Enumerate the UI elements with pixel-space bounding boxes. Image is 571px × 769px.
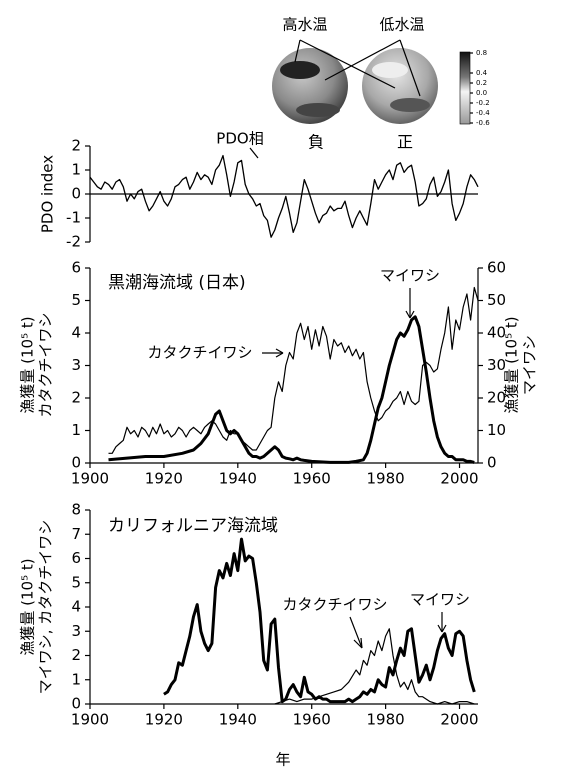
y-tick-label: 1 (71, 161, 81, 179)
globe-patch (390, 98, 430, 112)
x-tick-label: 1980 (367, 711, 405, 729)
series-label: マイワシ (380, 267, 440, 285)
y-tick-label: 0 (71, 454, 81, 472)
series-line (108, 315, 475, 464)
y2-tick-label: 40 (487, 324, 506, 342)
arrow (294, 39, 301, 63)
annotation-arrow (249, 147, 259, 159)
x-tick-label: 1980 (367, 470, 405, 488)
arrow (324, 39, 401, 81)
x-axis-label: 年 (275, 751, 290, 769)
y-tick-label: 4 (71, 598, 81, 616)
y-tick-label: 5 (71, 573, 81, 591)
y-tick-label: 0 (71, 695, 81, 713)
globe-patch (280, 61, 320, 79)
globe-patch (296, 103, 340, 117)
y-axis-label: 漁獲量 (10⁵ t) (503, 316, 521, 413)
colorbar-tick-label: -0.4 (476, 109, 490, 117)
y2-tick-label: 50 (487, 291, 506, 309)
y-tick-label: 3 (71, 356, 81, 374)
colorbar-tick-label: -0.2 (476, 99, 490, 107)
y-tick-label: 1 (71, 670, 81, 688)
annotation-arrow (353, 639, 363, 649)
y-axis-label: カタクチイワシ (37, 312, 55, 417)
annotation-arrow (275, 348, 284, 354)
series-label: カタクチイワシ (282, 596, 387, 614)
inset: 高水温 低水温 負 正 (272, 16, 471, 152)
y-tick-label: 4 (71, 324, 81, 342)
series-line (108, 286, 479, 454)
y-tick-label: 0 (71, 185, 81, 203)
y-tick-label: 7 (71, 525, 81, 543)
y-axis-label: マイワシ, カタクチイワシ (37, 520, 55, 695)
annotation-arrow (409, 310, 415, 319)
annotation-arrow (349, 616, 363, 649)
y-tick-label: 6 (71, 549, 81, 567)
series-line (89, 154, 479, 238)
x-tick-label: 2000 (440, 711, 478, 729)
series-line (163, 537, 476, 704)
series-label: マイワシ (410, 591, 470, 609)
y-tick-label: 2 (71, 389, 81, 407)
y-tick-label: -2 (66, 233, 81, 251)
colorbar-tick-label: 0.0 (476, 89, 487, 97)
series-label: カタクチイワシ (147, 344, 252, 362)
x-tick-label: 2000 (440, 470, 478, 488)
colorbar-tick-label: 0.2 (476, 79, 487, 87)
y-axis-label: マイワシ (521, 335, 539, 395)
y-tick-label: 2 (71, 137, 81, 155)
y2-tick-label: 30 (487, 356, 506, 374)
x-tick-label: 1900 (71, 711, 109, 729)
y-tick-label: 1 (71, 421, 81, 439)
y-tick-label: 8 (71, 501, 81, 519)
arrow (299, 39, 396, 89)
y-axis-label: 漁獲量 (10⁵ t) (19, 558, 37, 655)
y-axis-label: 漁獲量 (10⁵ t) (19, 316, 37, 413)
x-tick-label: 1960 (293, 470, 331, 488)
y2-tick-label: 20 (487, 389, 506, 407)
x-tick-label: 1900 (71, 470, 109, 488)
y-tick-label: -1 (66, 209, 81, 227)
panel-title: 黒潮海流域 (日本) (108, 273, 246, 293)
arrow (399, 39, 421, 97)
colorbar-tick-label: -0.6 (476, 119, 490, 127)
panel-title: カリフォルニア海流域 (108, 516, 278, 536)
x-tick-label: 1960 (293, 711, 331, 729)
x-tick-label: 1940 (219, 470, 257, 488)
x-tick-label: 1920 (145, 711, 183, 729)
annotation-arrow (405, 310, 411, 319)
warm-label: 高水温 (282, 16, 327, 34)
globe-positive (362, 48, 438, 124)
negative-label: 負 (308, 133, 324, 152)
colorbar-tick-label: 0.8 (476, 49, 487, 57)
colorbar (459, 51, 471, 125)
y2-tick-label: 0 (487, 454, 497, 472)
x-tick-label: 1920 (145, 470, 183, 488)
y2-tick-label: 10 (487, 421, 506, 439)
annotation-arrow (441, 624, 447, 633)
y-tick-label: 6 (71, 259, 81, 277)
series-line (274, 628, 475, 705)
cold-label: 低水温 (379, 16, 424, 34)
y-tick-label: 2 (71, 646, 81, 664)
y2-tick-label: 60 (487, 259, 506, 277)
annotation: PDO相 (216, 130, 263, 148)
globe-patch (372, 62, 408, 78)
positive-label: 正 (397, 133, 413, 152)
annotation-arrow (437, 624, 443, 633)
y-tick-label: 3 (71, 622, 81, 640)
annotation-arrow (275, 352, 284, 358)
colorbar-tick-label: 0.4 (476, 69, 488, 77)
x-tick-label: 1940 (219, 711, 257, 729)
y-tick-label: 5 (71, 291, 81, 309)
y-axis-label: PDO index (39, 155, 57, 233)
annotation-arrow (360, 637, 363, 649)
